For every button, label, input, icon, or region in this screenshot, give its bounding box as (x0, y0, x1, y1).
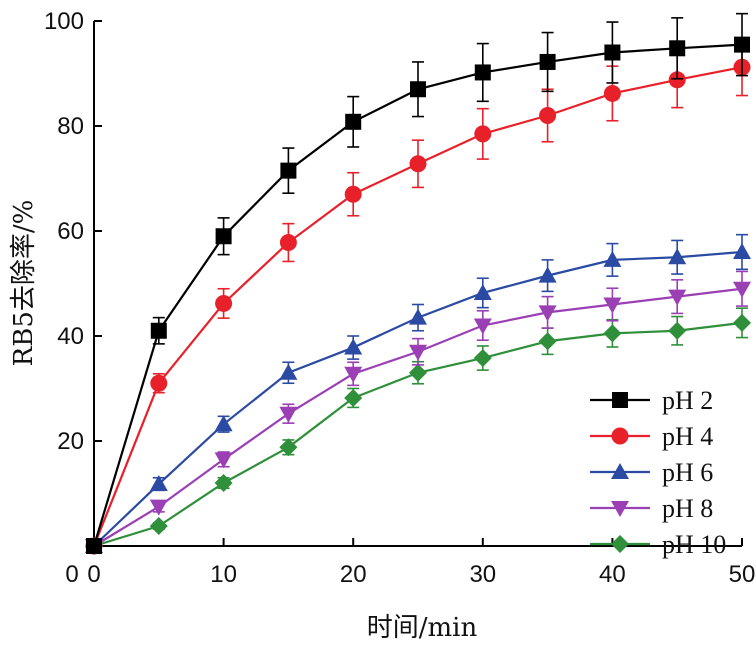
legend-marker (612, 392, 628, 408)
data-point (668, 71, 686, 89)
x-tick-label: 20 (340, 561, 367, 588)
x-tick-label: 30 (469, 561, 496, 588)
data-point (603, 324, 622, 343)
data-point (279, 363, 298, 380)
data-point (345, 113, 362, 130)
ticks: 0 10 20 30 40 50 20 40 60 80 100 0 (44, 8, 755, 588)
x-tick-label: 0 (65, 561, 78, 588)
data-point (604, 44, 621, 61)
data-point (344, 366, 363, 383)
legend-marker (611, 501, 629, 517)
series-line (92, 43, 743, 547)
legend-item: pH 8 (590, 494, 713, 523)
series-ph-10 (85, 307, 751, 555)
data-point (86, 538, 102, 554)
legend-item: pH 6 (590, 458, 713, 487)
y-tick-label: 60 (57, 218, 84, 245)
legend-label: pH 10 (662, 530, 726, 559)
legend-marker (611, 535, 629, 553)
x-tick-label: 10 (210, 561, 237, 588)
data-point (733, 243, 751, 259)
data-point (215, 228, 232, 245)
data-point (669, 40, 686, 57)
data-point (409, 155, 427, 173)
y-tick-label: 100 (44, 8, 84, 35)
data-point (473, 349, 492, 368)
data-point (733, 281, 751, 298)
data-point (150, 322, 167, 339)
data-point (539, 107, 557, 124)
data-point (280, 162, 297, 179)
legend-item: pH 2 (590, 386, 713, 415)
legend-item: pH 10 (590, 530, 726, 559)
y-tick-label: 80 (57, 113, 84, 140)
plot-area (85, 12, 751, 555)
data-point (539, 53, 556, 70)
data-point (410, 81, 426, 98)
data-point (344, 185, 362, 203)
x-tick-label: 0 (87, 561, 100, 588)
data-point (149, 499, 168, 516)
legend-marker (611, 427, 629, 445)
series-ph-2 (86, 12, 750, 554)
data-point (474, 125, 492, 143)
data-point (409, 344, 427, 361)
data-point (538, 266, 557, 283)
data-point (149, 517, 168, 536)
data-point (279, 438, 298, 457)
data-point (538, 305, 557, 322)
data-point (734, 36, 750, 53)
x-axis-title: 时间/min (367, 613, 478, 643)
data-point (733, 313, 751, 332)
data-point (538, 332, 557, 351)
y-tick-label: 40 (57, 323, 84, 350)
data-point (474, 64, 491, 81)
legend-label: pH 4 (662, 422, 713, 451)
data-point (668, 248, 687, 265)
data-point (603, 250, 622, 267)
data-point (473, 318, 492, 335)
series-ph-8 (85, 270, 751, 555)
data-point (668, 289, 687, 306)
data-point (279, 406, 298, 423)
y-axis-title: RB5去除率/% (9, 200, 39, 367)
x-tick-label: 40 (599, 561, 626, 588)
series-ph-4 (85, 38, 751, 555)
x-tick-label: 50 (729, 561, 756, 588)
series-ph-6 (85, 233, 751, 553)
legend-label: pH 2 (662, 386, 713, 415)
legend-label: pH 6 (662, 458, 713, 487)
data-point (215, 294, 233, 312)
data-point (214, 474, 233, 492)
data-point (279, 234, 297, 252)
data-point (150, 374, 168, 392)
data-point (149, 475, 168, 492)
data-point (214, 452, 233, 469)
data-point (344, 338, 363, 355)
legend-label: pH 8 (662, 494, 713, 523)
data-point (668, 321, 687, 340)
y-tick-label: 20 (57, 428, 84, 455)
data-point (473, 283, 492, 300)
axes (93, 21, 742, 547)
data-point (214, 415, 233, 432)
data-point (603, 297, 622, 314)
data-point (409, 363, 427, 382)
data-point (603, 84, 621, 102)
legend: pH 2 pH 4 pH 6 pH 8 pH 10 (590, 386, 726, 559)
legend-item: pH 4 (590, 422, 713, 451)
data-point (344, 388, 363, 407)
data-point (409, 308, 427, 325)
legend-marker (611, 463, 629, 479)
